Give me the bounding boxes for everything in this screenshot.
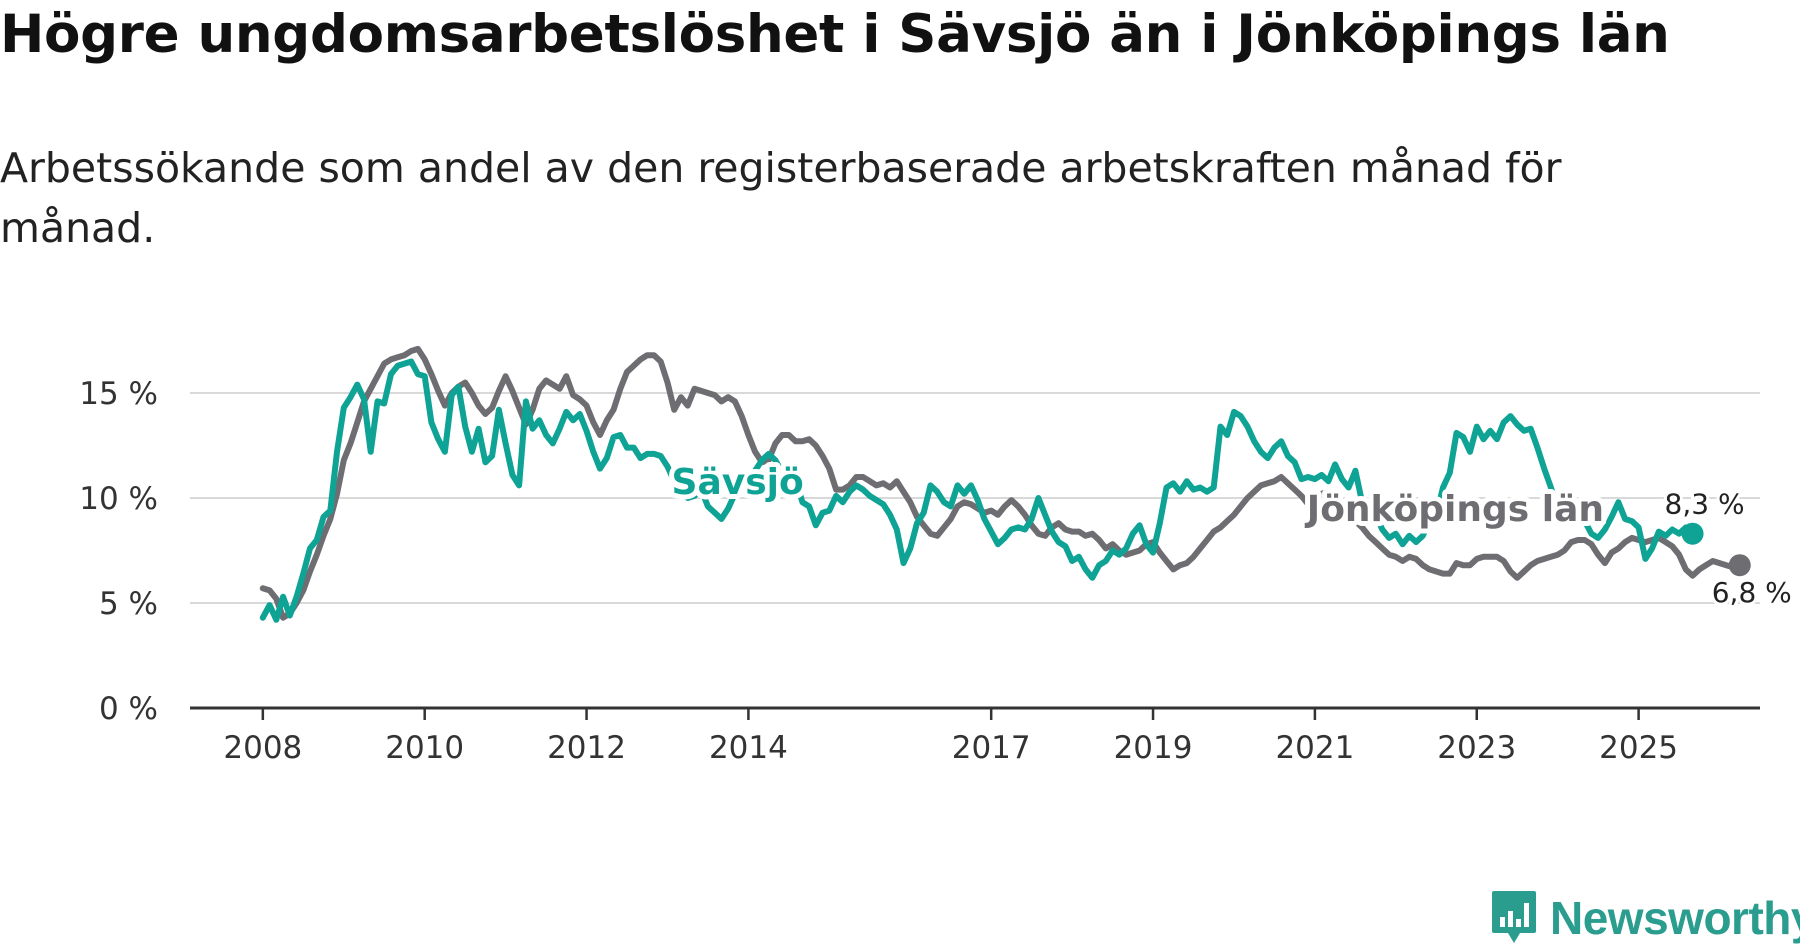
logo-text: Newsworthy [1550, 892, 1800, 944]
x-tick-label: 2012 [547, 730, 626, 766]
series-line-jonkopings-lan [259, 345, 1743, 621]
x-tick-label: 2019 [1114, 730, 1193, 766]
end-label-jonkopings-lan: 6,8 % [1712, 576, 1792, 609]
x-tick-label: 2014 [709, 730, 788, 766]
chart-subtitle: Arbetssökande som andel av den registerb… [0, 144, 1562, 252]
series-labels: Jönköpings län Sävsjö [667, 457, 1609, 535]
x-axis: 2008 2010 2012 2014 2017 2019 2021 2023 2025 [190, 706, 1760, 766]
y-axis-ticks: 0 % 5 % 10 % 15 % [79, 376, 158, 727]
series-line-savsjo [259, 358, 1696, 623]
line-chart: 0 %5 %10 %15 % 2008 2010 2012 2014 2017 2019 2… [79, 345, 1795, 766]
x-tick-label: 2008 [223, 730, 302, 766]
series-label-savsjo: Sävsjö [672, 462, 804, 503]
series-lines [259, 345, 1743, 623]
y-tick-label: 0 % [99, 691, 158, 727]
x-tick-label: 2025 [1599, 730, 1678, 766]
x-tick-label: 2021 [1275, 730, 1354, 766]
newsworthy-logo[interactable]: Newsworthy [1490, 888, 1800, 948]
end-marker-savsjo [1681, 522, 1704, 545]
x-tick-label: 2023 [1437, 730, 1516, 766]
y-tick-label: 15 % [79, 376, 158, 412]
end-markers: 6,8 % 8,3 % [1662, 485, 1795, 613]
newsworthy-chart-icon [1492, 891, 1536, 943]
y-tick-label: 5 % [99, 586, 158, 622]
end-marker-jonkopings-lan [1728, 554, 1751, 577]
chart-title: Högre ungdomsarbetslöshet i Sävsjö än i … [0, 4, 1670, 65]
end-label-savsjo: 8,3 % [1665, 488, 1745, 521]
x-tick-label: 2017 [952, 730, 1031, 766]
series-label-jonkopings-lan: Jönköpings län [1304, 489, 1604, 530]
y-tick-label: 10 % [79, 481, 158, 517]
x-tick-label: 2010 [385, 730, 464, 766]
